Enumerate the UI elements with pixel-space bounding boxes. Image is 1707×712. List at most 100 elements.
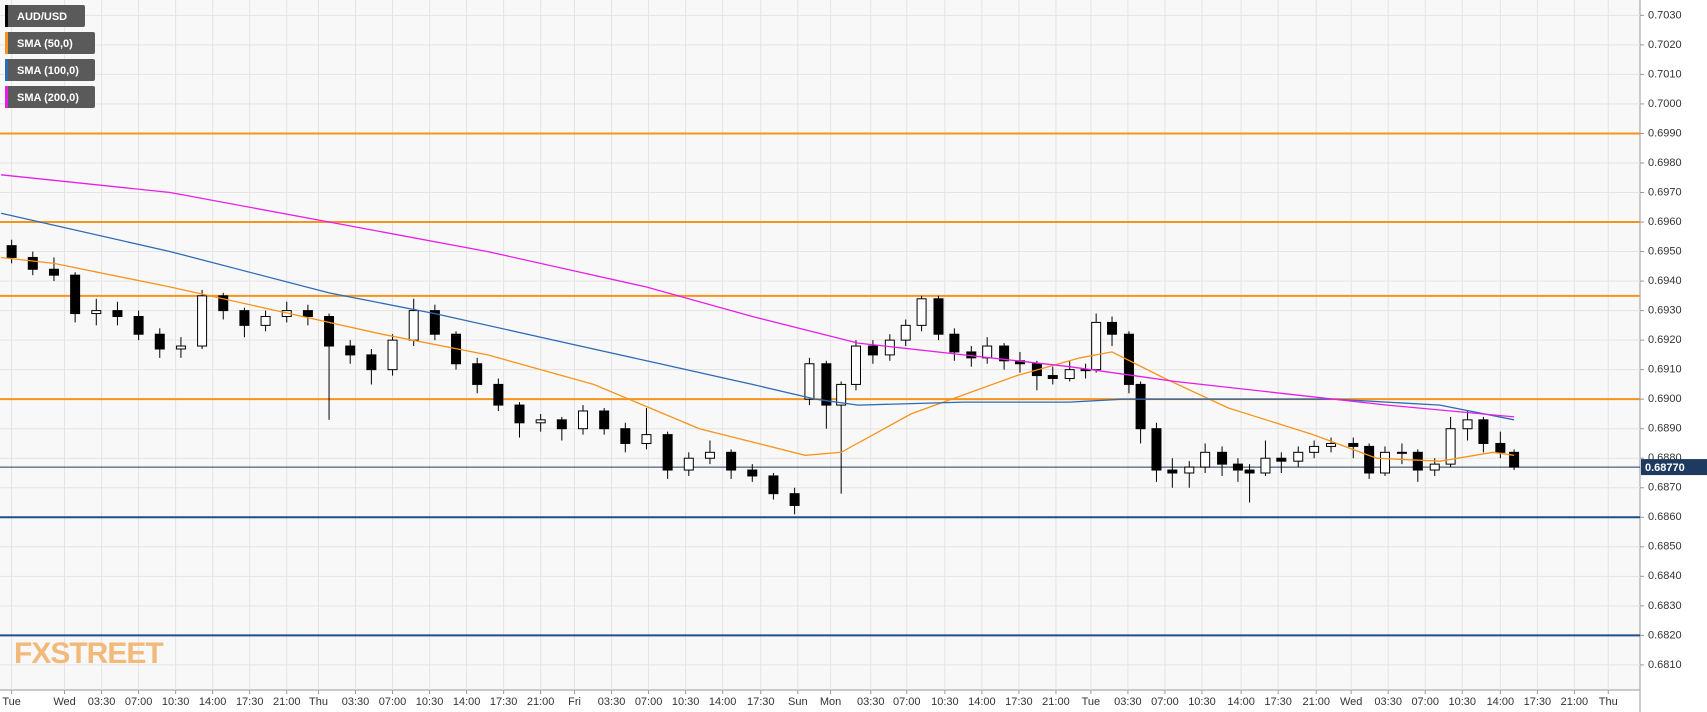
candle-body [387, 339, 398, 371]
candle-body [620, 428, 631, 444]
candle-body [1047, 375, 1058, 380]
x-tick-label: 14:00 [1227, 696, 1255, 708]
x-tick-label: 03:30 [342, 696, 370, 708]
y-tick-label: 0.6890 [1648, 423, 1682, 435]
legend-box [5, 5, 85, 27]
candle-body [1348, 442, 1359, 447]
candle-body [345, 345, 356, 356]
candle-body [218, 295, 229, 312]
candle-body [154, 333, 165, 350]
candle-body [408, 310, 419, 341]
candle-body [1396, 451, 1407, 454]
candle-body [112, 310, 123, 318]
candle-body [1293, 451, 1304, 462]
y-tick-label: 0.6970 [1648, 186, 1682, 198]
candle-body [850, 345, 861, 385]
last-price-box [1641, 459, 1707, 476]
watermark: FXSTREET [14, 637, 163, 670]
x-tick-label: 03:30 [1374, 696, 1402, 708]
sma-line [0, 212, 1515, 421]
y-tick-label: 0.6870 [1648, 482, 1682, 494]
candle-body [1412, 451, 1423, 471]
y-tick-label: 0.6950 [1648, 245, 1682, 257]
candle-body [429, 310, 440, 335]
candle-body [662, 434, 673, 471]
x-tick-label: 10:30 [416, 696, 444, 708]
x-tick-label: 14:00 [199, 696, 227, 708]
y-tick-label: 0.6850 [1648, 541, 1682, 553]
x-tick-label: Tue [2, 696, 21, 708]
y-tick-label: 0.7010 [1648, 68, 1682, 80]
x-tick-label: 17:30 [490, 696, 518, 708]
y-tick-label: 0.6940 [1648, 275, 1682, 287]
candle-body [683, 457, 694, 471]
y-tick-label: 0.6900 [1648, 393, 1682, 405]
candle-body [1107, 321, 1118, 335]
x-tick-label: Wed [53, 696, 75, 708]
candle-body [1135, 383, 1146, 430]
candle-body [91, 310, 102, 315]
candle-body [1260, 457, 1271, 474]
x-tick-label: 21:00 [1042, 696, 1070, 708]
candle-body [726, 451, 737, 471]
x-tick-label: 21:00 [1302, 696, 1330, 708]
candle-body [1276, 457, 1287, 462]
x-tick-label: 03:30 [1114, 696, 1142, 708]
candle-body [1151, 428, 1162, 471]
candle-body [493, 383, 504, 406]
candle-body [70, 274, 81, 315]
candle-body [1123, 333, 1134, 385]
y-tick-label: 0.7030 [1648, 9, 1682, 21]
candle-body [1184, 466, 1195, 474]
y-tick-label: 0.6920 [1648, 334, 1682, 346]
y-tick-label: 0.7000 [1648, 98, 1682, 110]
legend-swatch [5, 5, 8, 27]
x-tick-label: 10:30 [672, 696, 700, 708]
y-tick-label: 0.6810 [1648, 659, 1682, 671]
legend-label: SMA (200,0) [17, 92, 79, 104]
legend-label: SMA (100,0) [17, 65, 79, 77]
candle-body [472, 363, 483, 385]
x-tick-label: 17:30 [1005, 696, 1033, 708]
candle-body [1509, 451, 1520, 468]
candle-body [933, 298, 944, 335]
candle-body [324, 316, 335, 347]
candle-body [768, 475, 779, 495]
y-tick-label: 0.6840 [1648, 570, 1682, 582]
legend-swatch [5, 32, 8, 54]
candle-body [949, 333, 960, 353]
candle-body [133, 316, 144, 335]
candle-body [1232, 463, 1243, 471]
x-tick-label: 03:30 [598, 696, 626, 708]
candle-body [804, 363, 815, 400]
y-tick-label: 0.6860 [1648, 511, 1682, 523]
x-tick-label: Thu [309, 696, 328, 708]
candle-body [1462, 419, 1473, 430]
x-tick-label: Fri [568, 696, 581, 708]
x-tick-label: 21:00 [273, 696, 301, 708]
candle-body [747, 469, 758, 477]
x-tick-label: 07:00 [1411, 696, 1439, 708]
last-price-label: 0.68770 [1645, 462, 1685, 474]
candle-body [599, 410, 610, 430]
candle-body [1309, 445, 1320, 453]
candle-body [556, 419, 567, 430]
candle-body [1200, 451, 1211, 468]
x-tick-label: Thu [1599, 696, 1618, 708]
candle-body [1167, 469, 1178, 474]
legend-swatch [5, 59, 8, 81]
legend-box [5, 32, 95, 54]
candle-body [6, 245, 17, 258]
x-tick-label: 17:30 [1524, 696, 1552, 708]
x-tick-label: Sun [788, 696, 808, 708]
candle-body [1495, 442, 1506, 453]
x-tick-label: Mon [820, 696, 841, 708]
candle-body [1091, 321, 1102, 371]
candle-body [239, 310, 250, 326]
candle-body [836, 383, 847, 406]
candle-body [48, 268, 59, 276]
candle-body [366, 354, 377, 371]
x-tick-label: 07:00 [893, 696, 921, 708]
candle-body [535, 419, 546, 424]
